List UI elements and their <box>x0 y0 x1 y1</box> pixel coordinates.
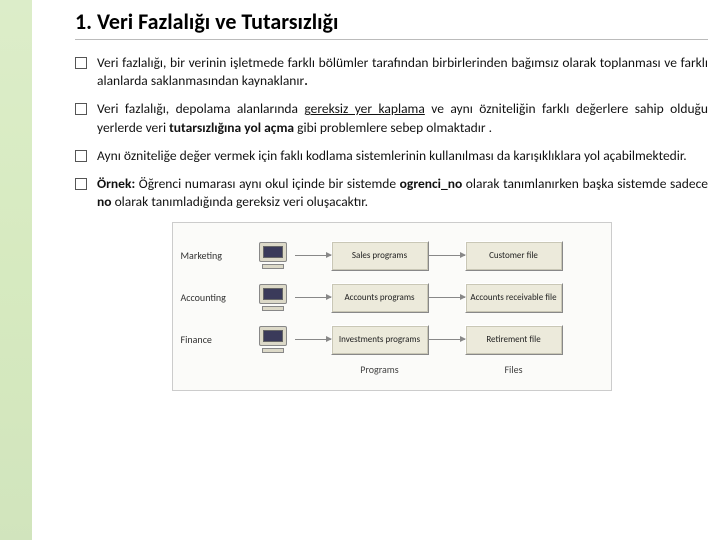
file-box: Retirement file <box>465 325 563 355</box>
file-box: Accounts receivable file <box>465 283 563 313</box>
text-bold: . <box>304 72 308 89</box>
text: olarak tanımladığında gereksiz veri oluş… <box>112 193 369 210</box>
bullet-list: Veri fazlalığı, bir verinin işletmede fa… <box>75 54 708 212</box>
text: olarak tanımlanırken başka sistemde sade… <box>462 175 708 192</box>
page-title: 1. Veri Fazlalığı ve Tutarsızlığı <box>75 8 708 40</box>
text-bold: no <box>97 193 112 210</box>
text-bold: ogrenci_no <box>400 175 463 192</box>
computer-icon <box>251 326 295 353</box>
file-box: Customer file <box>465 241 563 271</box>
arrow-icon <box>295 255 331 256</box>
text-underline: gereksiz yer kaplama <box>304 100 424 117</box>
accent-bar <box>0 0 32 540</box>
column-labels: Programs Files <box>181 363 603 376</box>
arrow-icon <box>295 339 331 340</box>
bullet-item: Veri fazlalığı, bir verinin işletmede fa… <box>75 54 708 90</box>
dept-label: Accounting <box>181 291 251 304</box>
program-box: Sales programs <box>331 241 429 271</box>
col-label-programs: Programs <box>331 363 429 376</box>
program-box: Accounts programs <box>331 283 429 313</box>
program-box: Investments programs <box>331 325 429 355</box>
diagram: Marketing Sales programs Customer file A… <box>172 222 612 391</box>
diagram-row: Accounting Accounts programs Accounts re… <box>181 279 603 317</box>
dept-label: Finance <box>181 333 251 346</box>
text: Öğrenci numarası aynı okul içinde bir si… <box>135 175 399 192</box>
computer-icon <box>251 284 295 311</box>
slide-content: 1. Veri Fazlalığı ve Tutarsızlığı Veri f… <box>75 8 708 532</box>
text: Veri fazlalığı, depolama alanlarında <box>97 100 304 117</box>
diagram-row: Finance Investments programs Retirement … <box>181 321 603 359</box>
diagram-row: Marketing Sales programs Customer file <box>181 237 603 275</box>
arrow-icon <box>429 297 465 298</box>
computer-icon <box>251 242 295 269</box>
text: Veri fazlalığı, bir verinin işletmede fa… <box>97 54 708 89</box>
col-label-files: Files <box>465 363 563 376</box>
text-bold: tutarsızlığına yol açma <box>169 119 294 136</box>
bullet-item: Örnek: Öğrenci numarası aynı okul içinde… <box>75 175 708 211</box>
arrow-icon <box>429 255 465 256</box>
dept-label: Marketing <box>181 249 251 262</box>
bullet-item: Aynı özniteliğe değer vermek için faklı … <box>75 147 708 165</box>
bullet-item: Veri fazlalığı, depolama alanlarında ger… <box>75 100 708 136</box>
arrow-icon <box>429 339 465 340</box>
text-bold: Örnek: <box>97 175 135 192</box>
text: Aynı özniteliğe değer vermek için faklı … <box>97 147 687 164</box>
text: gibi problemlere sebep olmaktadır . <box>294 119 492 136</box>
arrow-icon <box>295 297 331 298</box>
